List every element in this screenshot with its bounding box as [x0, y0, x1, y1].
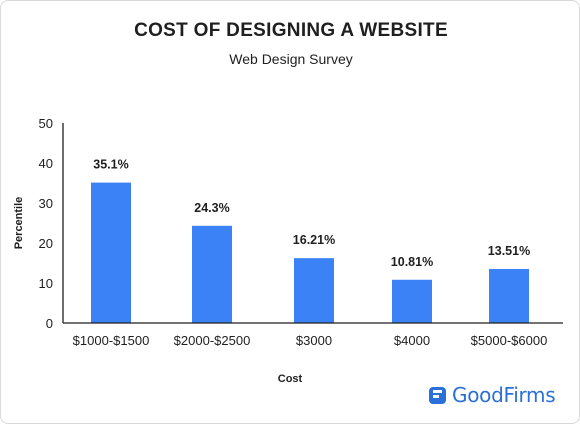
goodfirms-logo-icon [429, 386, 446, 404]
x-tick-label: $3000 [296, 333, 332, 348]
y-tick-label: 30 [39, 196, 53, 211]
x-tick-label: $2000-$2500 [174, 333, 251, 348]
y-axis-label: Percentile [13, 197, 25, 250]
bar-value-label: 24.3% [194, 201, 229, 215]
chart-subtitle: Web Design Survey [229, 51, 353, 67]
y-tick-label: 20 [39, 236, 53, 251]
bar [294, 258, 334, 323]
y-tick-label: 0 [46, 316, 53, 331]
y-tick-label: 10 [39, 276, 53, 291]
bar-value-label: 13.51% [488, 244, 530, 258]
bar-value-label: 35.1% [93, 158, 128, 172]
bar [392, 279, 432, 323]
goodfirms-logo: GoodFirms [429, 383, 556, 407]
bar [192, 225, 232, 323]
y-tick-label: 40 [39, 156, 53, 171]
x-tick-label: $5000-$6000 [471, 333, 548, 348]
bar-value-label: 16.21% [293, 233, 335, 247]
x-tick-label: $4000 [394, 333, 430, 348]
y-tick-label: 50 [39, 116, 53, 131]
bar [91, 182, 131, 323]
x-tick-label: $1000-$1500 [73, 333, 150, 348]
bar [489, 268, 529, 323]
goodfirms-logo-text: GoodFirms [452, 383, 556, 407]
bar-value-label: 10.81% [391, 255, 433, 269]
x-axis-label: Cost [278, 373, 303, 385]
chart-title: COST OF DESIGNING A WEBSITE [134, 20, 448, 41]
